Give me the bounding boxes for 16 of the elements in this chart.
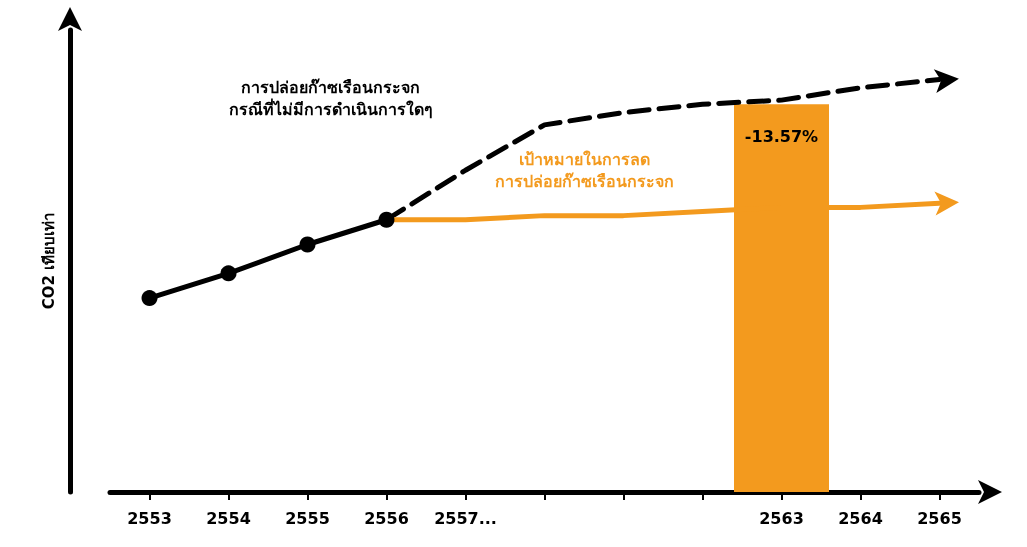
x-tick-label: 2565 [917,508,962,528]
x-tick-label: 2555 [285,508,330,528]
x-tick-label: 2554 [206,508,251,528]
text: การปล่อยก๊าซเรือนกระจก กรณีที่ไม่มีการดำเนินการใดๆ [228,77,433,119]
point [378,211,395,228]
point [141,290,158,307]
annotation: -13.57% [744,126,819,146]
y-axis-title: CO2 เทียบเท่า [39,212,58,310]
point [299,236,316,253]
point [220,265,237,282]
x-tick-label: 2556 [364,508,409,528]
x-tick-label: 2563 [759,508,804,528]
series-label: เป้าหมายในการลด การปล่อยก๊าซเรือนกระจก [495,150,674,192]
x-tick-label: 2564 [838,508,883,528]
x-tick-label: 2557... [434,508,497,528]
x-tick-label: 2553 [127,508,172,528]
